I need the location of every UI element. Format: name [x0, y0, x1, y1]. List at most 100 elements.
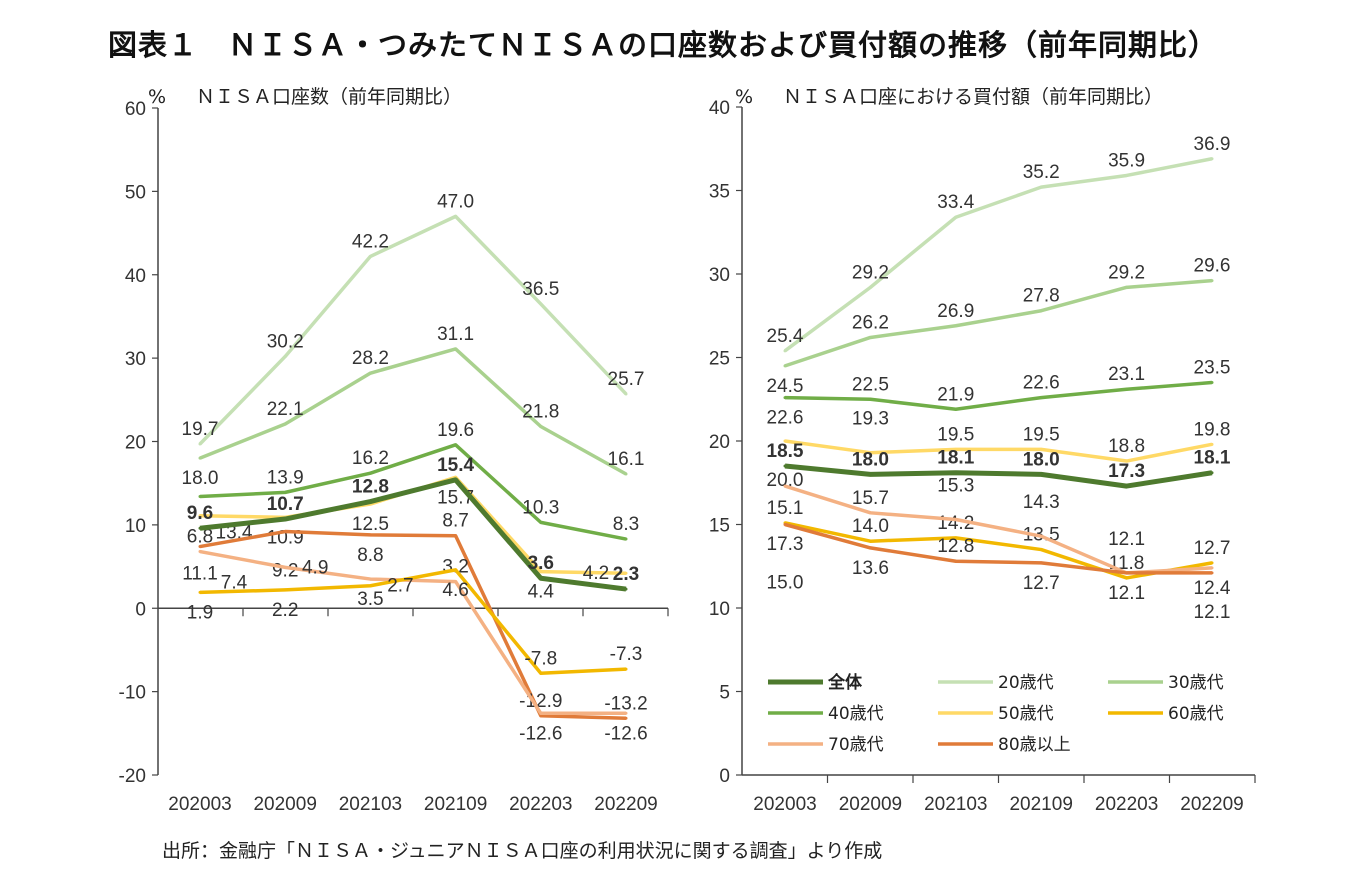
data-point [539, 714, 543, 718]
data-label: 15.4 [437, 455, 474, 476]
data-label: 28.2 [352, 348, 389, 369]
data-label: 35.2 [1023, 162, 1060, 183]
data-point [368, 577, 372, 581]
data-label: 6.8 [187, 527, 213, 548]
data-label: 15.1 [767, 498, 804, 519]
data-label: 14.3 [1023, 492, 1060, 513]
y-unit-label: % [148, 86, 166, 108]
data-label: 12.1 [1108, 583, 1145, 604]
data-point [868, 451, 872, 455]
data-label: -12.6 [519, 723, 562, 744]
data-label: 22.6 [1023, 373, 1060, 394]
data-label: 18.1 [1194, 448, 1231, 469]
data-point [1210, 381, 1214, 385]
data-point [624, 716, 628, 720]
data-point [954, 215, 958, 219]
data-point [198, 495, 202, 499]
series-line [199, 477, 627, 592]
data-point [783, 364, 787, 368]
x-tick-label: 202209 [594, 794, 657, 815]
data-label: 26.9 [937, 301, 974, 322]
data-point [539, 520, 543, 524]
x-tick-label: 202003 [168, 794, 231, 815]
data-point [454, 443, 458, 447]
data-point [624, 472, 628, 476]
series-line [198, 214, 628, 446]
data-label: 21.9 [937, 384, 974, 405]
data-point [624, 667, 628, 671]
data-point [1039, 561, 1043, 565]
data-label: 7.4 [221, 573, 248, 594]
data-point [198, 514, 202, 518]
series-line [784, 484, 1213, 575]
data-point [1125, 387, 1129, 391]
data-point [954, 471, 958, 475]
data-point [868, 335, 872, 339]
data-point [624, 571, 628, 575]
data-point [783, 464, 787, 468]
data-label: 22.5 [852, 374, 889, 395]
y-tick-label: 20 [709, 432, 730, 453]
series-70歳代: 6.8 4.9 3.5 3.2 -12.6 -12.6 [187, 527, 648, 745]
data-label: -13.2 [604, 693, 647, 714]
data-label: 11.1 [182, 564, 218, 585]
data-label: 29.2 [852, 262, 889, 283]
data-point [868, 546, 872, 550]
data-point [868, 397, 872, 401]
data-point [368, 584, 372, 588]
legend: 全体 20歳代 30歳代 40歳代 50歳代 60歳代 70歳代 80歳以上 [768, 672, 1224, 755]
data-point [1039, 447, 1043, 451]
data-label: 20.0 [767, 470, 804, 491]
data-point [283, 565, 287, 569]
y-tick-label: 30 [125, 349, 146, 370]
y-tick-label: 5 [719, 683, 730, 704]
series-60歳代: 15.114.014.213.511.812.7 [767, 498, 1230, 580]
data-label: 33.4 [937, 192, 974, 213]
data-point [1039, 534, 1043, 538]
data-point [624, 537, 628, 541]
x-tick-label: 202209 [1180, 794, 1243, 815]
chart-panel-2: % ＮＩＳＡ口座における買付額（前年同期比） 0 5 10 15 20 25 30 35 40 202… [709, 86, 1256, 815]
data-label: 18.0 [182, 468, 219, 489]
data-label: 13.9 [267, 467, 304, 488]
series-50歳代: 20.0 19.3 19.5 19.5 18.8 19.8 [767, 409, 1231, 491]
data-label: 4.9 [302, 557, 328, 578]
legend-label: 20歳代 [998, 673, 1054, 693]
data-point [954, 447, 958, 451]
data-label: 19.6 [437, 420, 474, 441]
data-point [954, 536, 958, 540]
data-point [1125, 484, 1129, 488]
data-label: 22.6 [767, 408, 804, 429]
series-line [784, 522, 1212, 575]
x-tick-label: 202109 [1009, 794, 1072, 815]
data-point [283, 530, 287, 534]
data-label: 10.3 [522, 497, 559, 518]
y-tick-label: 40 [709, 98, 730, 119]
x-tick-label: 202109 [424, 794, 487, 815]
data-label: 18.0 [1023, 449, 1060, 470]
data-point [198, 550, 202, 554]
series-30歳代: 24.5 26.2 26.9 27.8 29.2 29.6 [767, 256, 1231, 397]
series-20歳代: 25.4 29.2 33.4 35.2 35.9 36.9 [767, 134, 1230, 353]
figure-title: 図表１ ＮＩＳＡ・つみたてＮＩＳＡの口座数および買付額の推移（前年同期比） [108, 28, 1219, 62]
legend-label: 30歳代 [1168, 673, 1224, 693]
data-label: 18.8 [1108, 436, 1145, 457]
data-point [954, 407, 958, 411]
data-label: 9.6 [187, 503, 213, 524]
x-tick-label: 202203 [509, 794, 572, 815]
data-label: 35.9 [1108, 150, 1145, 171]
data-point [1210, 566, 1214, 570]
data-label: 8.3 [613, 514, 639, 535]
data-point [454, 214, 458, 218]
data-point [1210, 279, 1214, 283]
x-tick-label: 202103 [924, 794, 987, 815]
legend-label: 80歳以上 [998, 735, 1071, 755]
data-point [1039, 185, 1043, 189]
data-point [1125, 173, 1129, 177]
legend-label: 全体 [827, 672, 863, 693]
data-point [783, 439, 787, 443]
data-point [783, 523, 787, 526]
data-point [1039, 548, 1043, 552]
data-point [868, 472, 872, 476]
data-point [868, 539, 872, 543]
